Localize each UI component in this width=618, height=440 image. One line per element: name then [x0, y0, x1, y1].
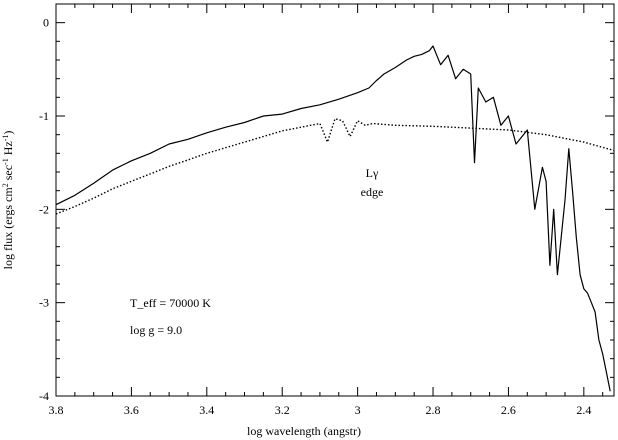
- axis-ticks: [55, 3, 614, 397]
- y-tick-labels: 0 -1 -2 -3 -4: [39, 16, 49, 403]
- x-axis-label: log wavelength (angstr): [247, 424, 361, 438]
- teff-annotation: T_eff = 70000 K: [130, 296, 211, 310]
- y-tick-label: 0: [43, 16, 49, 30]
- edge-annotation-line1: Lγ: [366, 166, 379, 180]
- x-tick-label: 3.2: [275, 403, 290, 417]
- x-tick-label: 3.6: [124, 403, 139, 417]
- x-tick-label: 2.4: [576, 403, 591, 417]
- y-tick-label: -1: [39, 109, 49, 123]
- logg-annotation: log g = 9.0: [130, 323, 182, 337]
- solid-series-line: [55, 45, 611, 392]
- y-tick-label: -2: [39, 202, 49, 216]
- edge-annotation-line2: edge: [361, 185, 384, 199]
- x-tick-label: 3.8: [49, 403, 64, 417]
- dotted-series-line: [55, 118, 615, 215]
- x-tick-label: 2.6: [501, 403, 516, 417]
- y-tick-label: -3: [39, 296, 49, 310]
- y-tick-label: -4: [39, 389, 49, 403]
- x-tick-label: 3: [355, 403, 361, 417]
- x-tick-label: 2.8: [426, 403, 441, 417]
- plot-frame: [55, 3, 615, 397]
- series-group: [55, 45, 615, 392]
- y-axis-label: log flux (ergs cm2 sec-1 Hz-1): [1, 131, 15, 270]
- x-tick-label: 3.4: [199, 403, 214, 417]
- x-tick-labels: 3.8 3.6 3.4 3.2 3 2.8 2.6 2.4: [49, 403, 592, 417]
